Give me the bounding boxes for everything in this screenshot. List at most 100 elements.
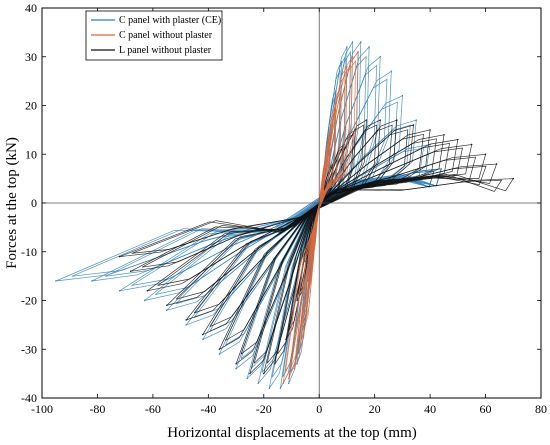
x-tick-label: 60 (480, 402, 492, 416)
peak-point (346, 46, 348, 48)
valley-point (146, 290, 149, 292)
x-tick-label: 40 (424, 402, 436, 416)
valley-point (288, 377, 290, 380)
x-tick-label: -80 (89, 402, 105, 416)
y-tick-label: -30 (21, 342, 37, 356)
x-tick-label: 80 (535, 402, 547, 416)
hysteresis-loop (119, 174, 514, 257)
peak-point (470, 143, 473, 146)
valley-point (282, 382, 284, 385)
peak-point (396, 119, 398, 121)
peak-point (429, 129, 431, 131)
hysteresis-loops (55, 40, 514, 389)
series-1 (282, 50, 359, 385)
valley-point (274, 363, 276, 365)
y-tick-label: 20 (25, 99, 37, 113)
peak-point (412, 124, 415, 126)
series-2 (118, 119, 514, 375)
valley-point (315, 221, 318, 224)
zero-lines (42, 8, 541, 398)
valley-point (91, 280, 93, 282)
y-tick-label: 10 (25, 147, 37, 161)
peak-point (379, 56, 381, 58)
valley-point (246, 377, 248, 380)
valley-point (299, 348, 301, 350)
peak-point (351, 56, 354, 58)
peak-point (484, 153, 487, 155)
valley-point (143, 299, 146, 302)
valley-point (118, 255, 121, 258)
x-tick-label: -20 (256, 402, 272, 416)
hysteresis-loop (193, 142, 450, 314)
valley-point (279, 387, 282, 389)
legend-label-l-without-plaster: L panel without plaster (119, 45, 212, 56)
valley-point (55, 280, 57, 282)
valley-point (202, 333, 204, 336)
valley-point (263, 372, 265, 375)
peak-point (368, 46, 370, 48)
x-tick-label: 0 (316, 402, 322, 416)
valley-point (235, 363, 237, 365)
valley-point (304, 324, 307, 326)
hysteresis-loop (175, 147, 463, 300)
y-axis-title: Forces at the top (kN) (4, 137, 20, 269)
valley-point (185, 319, 187, 321)
valley-point (218, 348, 221, 350)
y-tick-label: -20 (21, 294, 37, 308)
x-tick-label: 20 (369, 402, 381, 416)
valley-point (166, 304, 168, 307)
valley-point (307, 290, 309, 292)
valley-point (118, 290, 121, 292)
valley-point (285, 338, 287, 341)
legend-label-c-without-plaster: C panel without plaster (119, 30, 213, 41)
hysteresis-loop (185, 139, 459, 321)
valley-point (249, 372, 251, 375)
x-axis-title: Horizontal displacements at the top (mm) (167, 425, 417, 441)
peak-point (351, 41, 354, 43)
legend-label-c-with-plaster: C panel with plaster (CE) (119, 15, 221, 26)
peak-point (329, 134, 332, 136)
valley-point (268, 387, 271, 389)
peak-point (340, 85, 343, 87)
valley-point (312, 251, 315, 253)
peak-point (401, 95, 404, 97)
peak-point (457, 138, 459, 141)
legend: C panel with plaster (CE) C panel withou… (85, 10, 223, 61)
y-tick-label: -10 (21, 245, 37, 259)
peak-point (321, 187, 323, 190)
peak-point (346, 65, 348, 68)
x-tick-label: -40 (200, 402, 216, 416)
hysteresis-loop (131, 174, 503, 254)
peak-point (335, 90, 337, 92)
valley-point (296, 299, 298, 302)
y-tick-label: 0 (31, 196, 37, 210)
valley-point (288, 382, 290, 385)
peak-point (360, 41, 362, 43)
valley-point (257, 382, 259, 385)
axis-ticks: -100 -80 -60 -40 -20 0 20 40 60 80-40-30-20-10010… (21, 1, 547, 416)
hysteresis-loop (266, 124, 377, 364)
hysteresis-loop (284, 59, 357, 373)
peak-point (324, 163, 326, 165)
peak-point (415, 119, 417, 121)
peak-point (495, 163, 498, 165)
y-tick-label: 30 (25, 50, 37, 64)
hysteresis-loop (71, 170, 435, 277)
valley-point (235, 368, 237, 370)
valley-point (202, 338, 204, 341)
x-tick-label: -60 (145, 402, 161, 416)
valley-point (296, 363, 298, 365)
valley-point (130, 270, 132, 272)
peak-point (335, 104, 337, 107)
peak-point (365, 119, 368, 121)
valley-point (293, 368, 295, 370)
peak-point (390, 70, 392, 73)
valley-point (185, 324, 187, 326)
y-tick-label: 40 (25, 1, 37, 15)
peak-point (379, 119, 381, 121)
valley-point (166, 309, 168, 311)
y-tick-label: -40 (21, 391, 37, 405)
peak-point (443, 134, 445, 136)
valley-point (218, 353, 221, 355)
